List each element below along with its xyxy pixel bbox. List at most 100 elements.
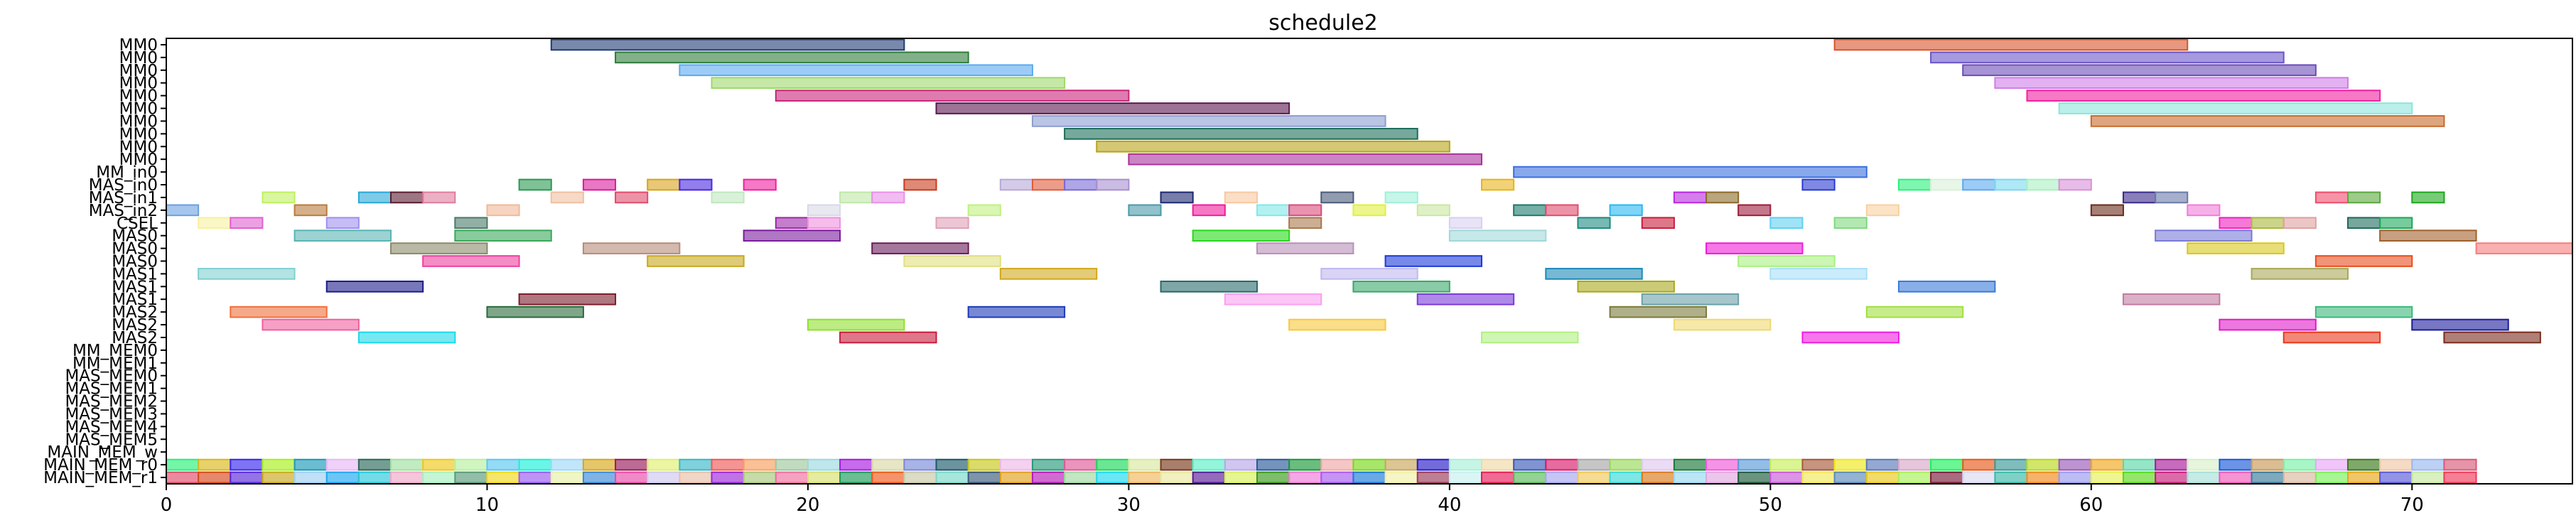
task-bar bbox=[1128, 153, 1483, 166]
y-tick-label: MAS_in2 bbox=[89, 202, 158, 220]
memory-slot-bar bbox=[262, 458, 296, 471]
y-tick-label: CSEL bbox=[117, 215, 158, 233]
task-bar bbox=[1737, 204, 1772, 217]
task-bar bbox=[198, 268, 296, 280]
memory-slot-bar bbox=[1833, 458, 1868, 471]
y-tick-label: MAS_in1 bbox=[89, 189, 158, 207]
task-bar bbox=[1192, 204, 1226, 217]
memory-slot-bar bbox=[1481, 471, 1515, 484]
memory-slot-bar bbox=[1994, 471, 2028, 484]
memory-slot-bar bbox=[903, 471, 937, 484]
y-tick-label: MM0 bbox=[119, 151, 158, 169]
task-bar bbox=[454, 217, 488, 229]
task-bar bbox=[1962, 64, 2317, 77]
y-tick-label: MM0 bbox=[119, 87, 158, 106]
memory-slot-bar bbox=[2283, 458, 2317, 471]
task-bar bbox=[1096, 140, 1450, 153]
task-bar bbox=[711, 77, 1066, 90]
memory-slot-bar bbox=[198, 471, 232, 484]
memory-slot-bar bbox=[1513, 458, 1547, 471]
task-bar bbox=[422, 191, 456, 204]
task-bar bbox=[1577, 280, 1675, 293]
task-bar bbox=[2155, 191, 2189, 204]
y-tick-label: MM0 bbox=[119, 62, 158, 80]
y-tick-label: MM0 bbox=[119, 75, 158, 93]
task-bar bbox=[1897, 280, 1996, 293]
memory-slot-bar bbox=[1577, 471, 1611, 484]
task-bar bbox=[390, 191, 424, 204]
memory-slot-bar bbox=[325, 458, 360, 471]
task-bar bbox=[2219, 318, 2317, 331]
task-bar bbox=[871, 191, 905, 204]
memory-slot-bar bbox=[582, 458, 617, 471]
task-bar bbox=[711, 191, 745, 204]
task-bar bbox=[2122, 293, 2221, 305]
task-bar bbox=[2314, 255, 2413, 267]
task-bar bbox=[2219, 217, 2253, 229]
memory-slot-bar bbox=[1192, 458, 1226, 471]
memory-slot-bar bbox=[1769, 458, 1804, 471]
memory-slot-bar bbox=[999, 458, 1033, 471]
memory-slot-bar bbox=[1833, 471, 1868, 484]
memory-slot-bar bbox=[1545, 471, 1579, 484]
memory-slot-bar bbox=[1705, 458, 1740, 471]
task-bar bbox=[1096, 178, 1130, 191]
task-bar bbox=[2379, 229, 2477, 242]
task-bar bbox=[1448, 229, 1547, 242]
y-tick-label: MAS_MEM3 bbox=[65, 405, 158, 423]
memory-slot-bar bbox=[2090, 458, 2124, 471]
memory-slot-bar bbox=[293, 471, 328, 484]
task-bar bbox=[550, 191, 584, 204]
memory-slot-bar bbox=[1064, 458, 1098, 471]
y-tick-label: MAS_MEM1 bbox=[65, 380, 158, 399]
memory-slot-bar bbox=[1320, 471, 1354, 484]
memory-slot-bar bbox=[2187, 458, 2221, 471]
memory-slot-bar bbox=[1673, 458, 1708, 471]
task-bar bbox=[1513, 166, 1868, 178]
memory-slot-bar bbox=[2314, 471, 2349, 484]
task-bar bbox=[2090, 115, 2445, 127]
task-bar bbox=[807, 217, 841, 229]
task-bar bbox=[1673, 318, 1772, 331]
task-bar bbox=[871, 242, 969, 254]
memory-slot-bar bbox=[1545, 458, 1579, 471]
memory-slot-bar bbox=[2155, 458, 2189, 471]
memory-slot-bar bbox=[2251, 471, 2285, 484]
task-bar bbox=[1384, 191, 1418, 204]
memory-slot-bar bbox=[1448, 458, 1483, 471]
memory-slot-bar bbox=[390, 471, 424, 484]
y-tick-label: MAS_MEM4 bbox=[65, 418, 158, 436]
task-bar bbox=[262, 191, 296, 204]
task-bar bbox=[357, 331, 456, 344]
task-bar bbox=[1769, 268, 1868, 280]
task-bar bbox=[293, 204, 328, 217]
y-tick-label: MAS_MEM5 bbox=[65, 431, 158, 449]
memory-slot-bar bbox=[1609, 458, 1643, 471]
memory-slot-bar bbox=[390, 458, 424, 471]
y-tick-label: MAS1 bbox=[112, 278, 158, 296]
task-bar bbox=[1128, 204, 1162, 217]
y-tick-label: MAS0 bbox=[112, 253, 158, 271]
task-bar bbox=[1865, 204, 1899, 217]
memory-slot-bar bbox=[1416, 458, 1450, 471]
memory-slot-bar bbox=[935, 471, 969, 484]
task-bar bbox=[807, 318, 905, 331]
y-tick-label: MAIN_MEM_r1 bbox=[43, 469, 158, 487]
task-bar bbox=[486, 204, 520, 217]
task-bar bbox=[230, 217, 264, 229]
y-tick-label: MAIN_MEM_r0 bbox=[43, 456, 158, 475]
memory-slot-bar bbox=[2411, 458, 2445, 471]
task-bar bbox=[1769, 217, 1804, 229]
memory-slot-bar bbox=[2219, 458, 2253, 471]
task-bar bbox=[2314, 305, 2413, 318]
memory-slot-bar bbox=[807, 471, 841, 484]
task-bar bbox=[1705, 191, 1740, 204]
memory-slot-bar bbox=[615, 471, 649, 484]
task-bar bbox=[582, 242, 681, 254]
task-bar bbox=[166, 204, 200, 217]
task-bar bbox=[2187, 204, 2221, 217]
memory-slot-bar bbox=[230, 458, 264, 471]
memory-slot-bar bbox=[2219, 471, 2253, 484]
memory-slot-bar bbox=[2411, 471, 2445, 484]
